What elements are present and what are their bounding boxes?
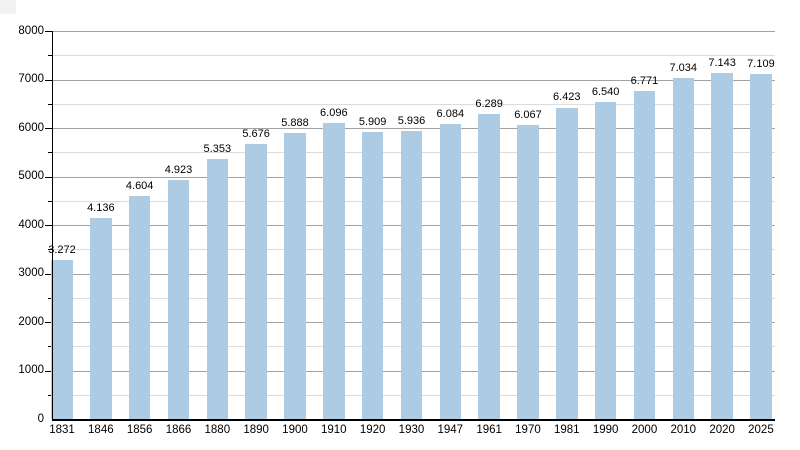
bar-1930 <box>400 131 423 419</box>
bar-value-label: 7.109 <box>747 58 775 71</box>
bar-value-label: 6.771 <box>630 74 659 87</box>
x-axis-label: 1970 <box>515 424 541 436</box>
bar-2010 <box>672 77 695 419</box>
bar-1846 <box>90 218 112 419</box>
bar-1947 <box>439 123 462 419</box>
bar-value-label: 6.084 <box>436 107 465 120</box>
y-axis-tick <box>45 31 52 32</box>
bar-value-label: 6.067 <box>514 108 542 121</box>
x-axis-label: 1961 <box>476 424 502 436</box>
bar-1900 <box>284 133 306 419</box>
bar-1910 <box>323 123 345 419</box>
bar-value-label: 6.289 <box>475 97 503 110</box>
bar-value-label: 7.143 <box>708 56 736 69</box>
corner-artifact <box>0 0 16 14</box>
bar-value-label: 4.604 <box>125 179 154 192</box>
bar-value-label: 4.136 <box>87 202 115 215</box>
bar-1831 <box>51 260 73 419</box>
y-axis-tick <box>45 273 52 275</box>
y-axis-label: 0 <box>37 412 44 425</box>
x-axis-label: 1900 <box>282 424 308 436</box>
x-axis-label: 1947 <box>437 424 464 436</box>
x-axis-label: 1856 <box>126 424 153 436</box>
y-axis-tick <box>48 297 52 299</box>
x-axis-label: 1866 <box>165 424 192 436</box>
minor-gridline <box>52 103 775 105</box>
major-gridline <box>52 31 775 32</box>
y-axis-label: 5000 <box>18 170 44 182</box>
bar-value-label: 5.676 <box>242 127 270 140</box>
y-axis-tick <box>45 128 52 129</box>
x-axis-label: 1890 <box>243 424 269 436</box>
plot-area: 3.272 4.136 4.604 4.923 5.353 5.676 5.888 6.096… <box>45 31 775 419</box>
bar-value-label: 6.096 <box>320 107 348 120</box>
y-axis-tick <box>48 55 52 57</box>
bar-1970 <box>517 124 539 419</box>
y-axis-tick <box>45 79 52 81</box>
bar-2025 <box>750 74 772 419</box>
bar-value-label: 4.923 <box>164 164 193 177</box>
bar-1866 <box>167 180 190 419</box>
bar-value-label: 6.540 <box>591 85 620 98</box>
x-axis-label: 1990 <box>592 424 619 436</box>
bar-value-label: 5.888 <box>281 117 309 130</box>
minor-gridline <box>52 55 775 57</box>
y-axis-tick <box>48 249 52 251</box>
y-axis-label: 2000 <box>18 315 44 328</box>
y-axis-label: 8000 <box>18 24 44 37</box>
x-axis-label: 2010 <box>670 424 697 436</box>
major-gridline <box>52 79 775 81</box>
x-axis-label: 1930 <box>398 424 425 436</box>
x-axis-label: 1846 <box>88 424 114 436</box>
bar-1856 <box>128 195 151 419</box>
x-axis-label: 2025 <box>748 424 774 436</box>
x-axis-label: 1880 <box>204 424 231 436</box>
bar-1990 <box>594 101 617 419</box>
bar-value-label: 6.423 <box>553 91 581 104</box>
x-axis-label: 2000 <box>631 424 658 436</box>
bar-value-label: 5.909 <box>358 116 387 129</box>
y-axis-label: 6000 <box>18 121 44 134</box>
bar-value-label: 5.936 <box>397 115 426 128</box>
x-axis-label: 1910 <box>321 424 347 436</box>
x-axis-label: 1920 <box>359 424 386 436</box>
bar-2020 <box>711 72 733 419</box>
major-gridline <box>52 128 775 129</box>
x-axis-label: 1981 <box>553 424 580 436</box>
bar-1920 <box>361 132 384 419</box>
bar-1880 <box>206 159 229 419</box>
bar-2000 <box>633 90 656 419</box>
y-axis-label: 1000 <box>18 364 44 376</box>
bar-1890 <box>245 143 267 419</box>
y-axis-tick <box>48 152 52 154</box>
y-axis-tick <box>48 200 52 202</box>
bar-value-label: 5.353 <box>203 143 232 156</box>
x-axis-label: 1831 <box>49 424 75 436</box>
y-axis-tick <box>45 225 52 226</box>
y-axis-tick <box>45 176 52 178</box>
y-axis-tick <box>45 370 52 372</box>
x-axis-line <box>52 419 775 421</box>
bar-value-label: 3.272 <box>48 244 76 257</box>
bar-value-label: 7.034 <box>669 61 698 74</box>
x-axis-label: 2020 <box>709 424 735 436</box>
y-axis-tick <box>48 394 52 396</box>
bar-1961 <box>478 113 500 419</box>
y-axis-tick <box>48 103 52 105</box>
y-axis-label: 4000 <box>18 218 44 231</box>
y-axis-tick <box>48 346 52 348</box>
y-axis-label: 3000 <box>18 267 44 279</box>
bar-1981 <box>556 107 578 419</box>
y-axis-line <box>52 31 53 420</box>
y-axis-tick <box>45 322 52 323</box>
y-axis-label: 7000 <box>18 73 44 85</box>
